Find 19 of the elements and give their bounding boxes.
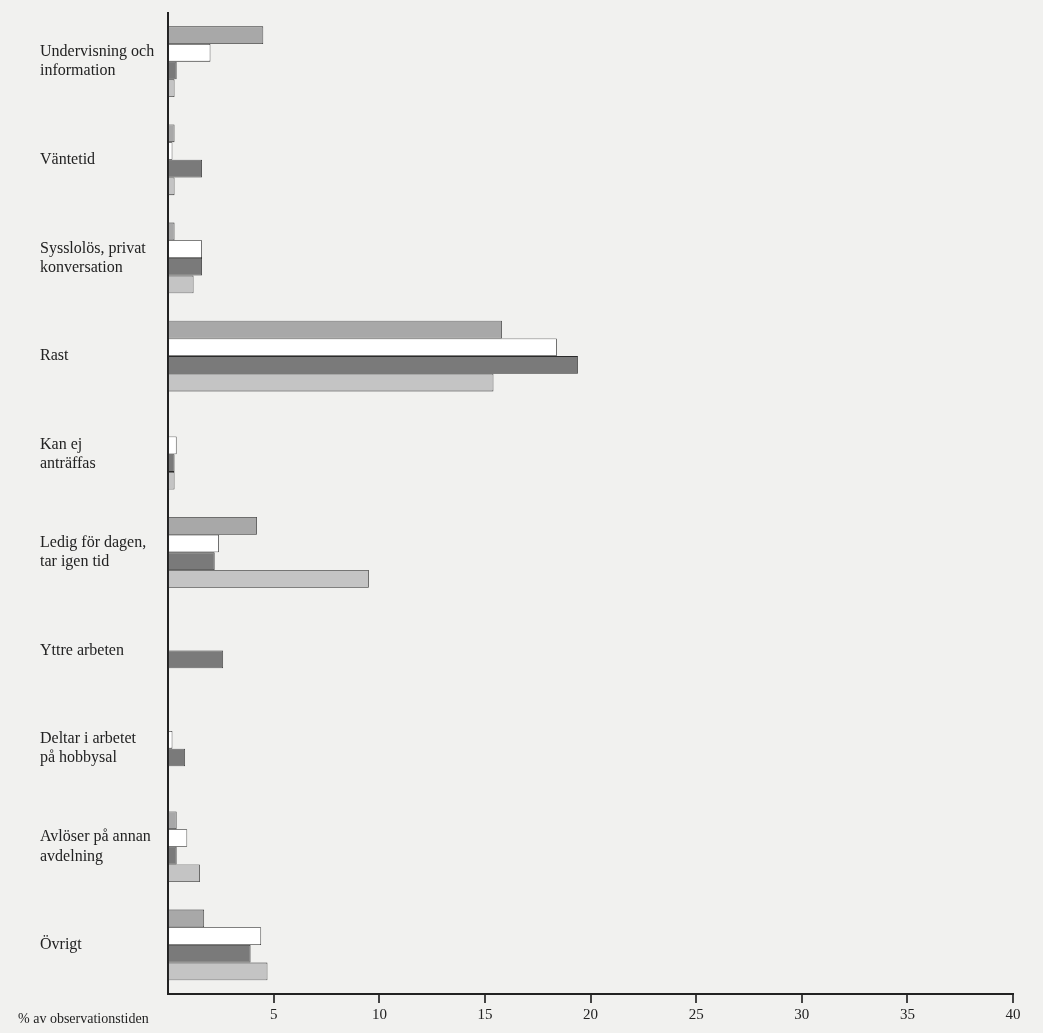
y-tick-label: Avlöser på annan avdelning [40,827,151,865]
x-tick-label: 15 [477,1005,493,1022]
x-tick-label: 30 [794,1005,810,1022]
y-tick-label: Kan ej anträffas [40,434,96,472]
x-tick-label: 5 [270,1005,278,1022]
y-tick-label: Väntetid [40,150,96,168]
x-tick-label: 40 [1005,1005,1021,1022]
x-tick-label: 10 [371,1005,387,1022]
y-tick-label: Yttre arbeten [40,640,124,658]
x-axis-title: % av observationstiden [18,1010,149,1026]
y-tick-label: Undervisning och information [40,42,155,79]
y-tick-label: Sysslolös, privat konversation [40,238,147,275]
y-tick-label: Övrigt [40,935,83,954]
y-tick-label: Deltar i arbetet på hobbysal [40,729,137,767]
x-tick-label: 35 [899,1005,915,1022]
x-tick-label: 25 [688,1005,704,1022]
y-tick-label: Ledig för dagen, tar igen tid [40,532,147,571]
x-tick-label: 20 [583,1005,599,1022]
y-tick-label: Rast [40,346,69,364]
